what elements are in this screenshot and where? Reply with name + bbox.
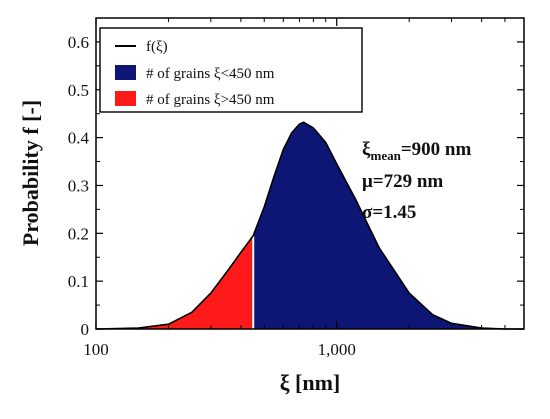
area-fill-red	[96, 235, 254, 329]
y-tick-label: 0.5	[68, 81, 89, 100]
y-tick-label: 0	[81, 320, 90, 339]
y-tick-label: 0.6	[68, 33, 89, 52]
plot-frame	[95, 17, 525, 330]
axis-ticks: 0 0.1 0.2 0.3 0.4 0.5 0.6 100 1,000	[68, 17, 524, 359]
x-tick-label: 1,000	[318, 340, 356, 359]
annotation-sigma: σ=1.45	[362, 202, 416, 223]
x-axis-title: ξ [nm]	[280, 370, 341, 395]
x-tick-label: 100	[83, 340, 109, 359]
legend-swatch-red	[115, 91, 136, 106]
annotation-xi-mean: ξmean=900 nm	[362, 139, 471, 163]
annotation-mu: μ=729 nm	[362, 171, 443, 192]
legend-entry-below: # of grains ξ<450 nm	[146, 66, 275, 82]
y-tick-label: 0.2	[68, 224, 89, 243]
legend-entry-above: # of grains ξ>450 nm	[146, 92, 275, 108]
area-fill-blue	[253, 122, 524, 329]
y-axis-title: Probability f [-]	[18, 100, 43, 246]
legend-box	[99, 27, 363, 113]
legend-entry-f: f(ξ)	[146, 39, 168, 55]
series-line-f	[95, 121, 524, 330]
y-tick-label: 0.4	[68, 129, 90, 148]
legend: f(ξ) # of grains ξ<450 nm # of grains ξ>…	[99, 27, 363, 113]
y-tick-label: 0.1	[68, 272, 89, 291]
y-tick-label: 0.3	[68, 176, 89, 195]
legend-swatch-blue	[115, 65, 136, 80]
